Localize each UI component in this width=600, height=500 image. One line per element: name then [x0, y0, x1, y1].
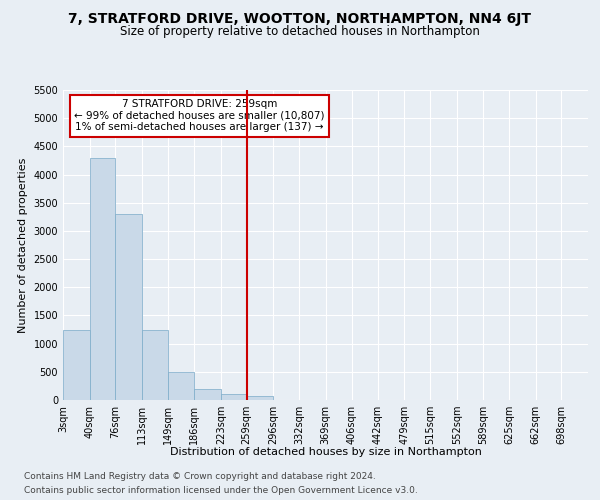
Bar — [63, 330, 89, 400]
Bar — [115, 214, 142, 400]
Bar — [194, 388, 221, 400]
Bar — [221, 394, 247, 400]
Text: Size of property relative to detached houses in Northampton: Size of property relative to detached ho… — [120, 25, 480, 38]
Text: 7 STRATFORD DRIVE: 259sqm
← 99% of detached houses are smaller (10,807)
1% of se: 7 STRATFORD DRIVE: 259sqm ← 99% of detac… — [74, 100, 325, 132]
Text: Contains public sector information licensed under the Open Government Licence v3: Contains public sector information licen… — [24, 486, 418, 495]
Y-axis label: Number of detached properties: Number of detached properties — [18, 158, 28, 332]
Bar — [168, 372, 194, 400]
X-axis label: Distribution of detached houses by size in Northampton: Distribution of detached houses by size … — [170, 447, 481, 457]
Text: Contains HM Land Registry data © Crown copyright and database right 2024.: Contains HM Land Registry data © Crown c… — [24, 472, 376, 481]
Text: 7, STRATFORD DRIVE, WOOTTON, NORTHAMPTON, NN4 6JT: 7, STRATFORD DRIVE, WOOTTON, NORTHAMPTON… — [68, 12, 532, 26]
Bar — [247, 396, 273, 400]
Bar — [142, 330, 168, 400]
Bar — [89, 158, 115, 400]
